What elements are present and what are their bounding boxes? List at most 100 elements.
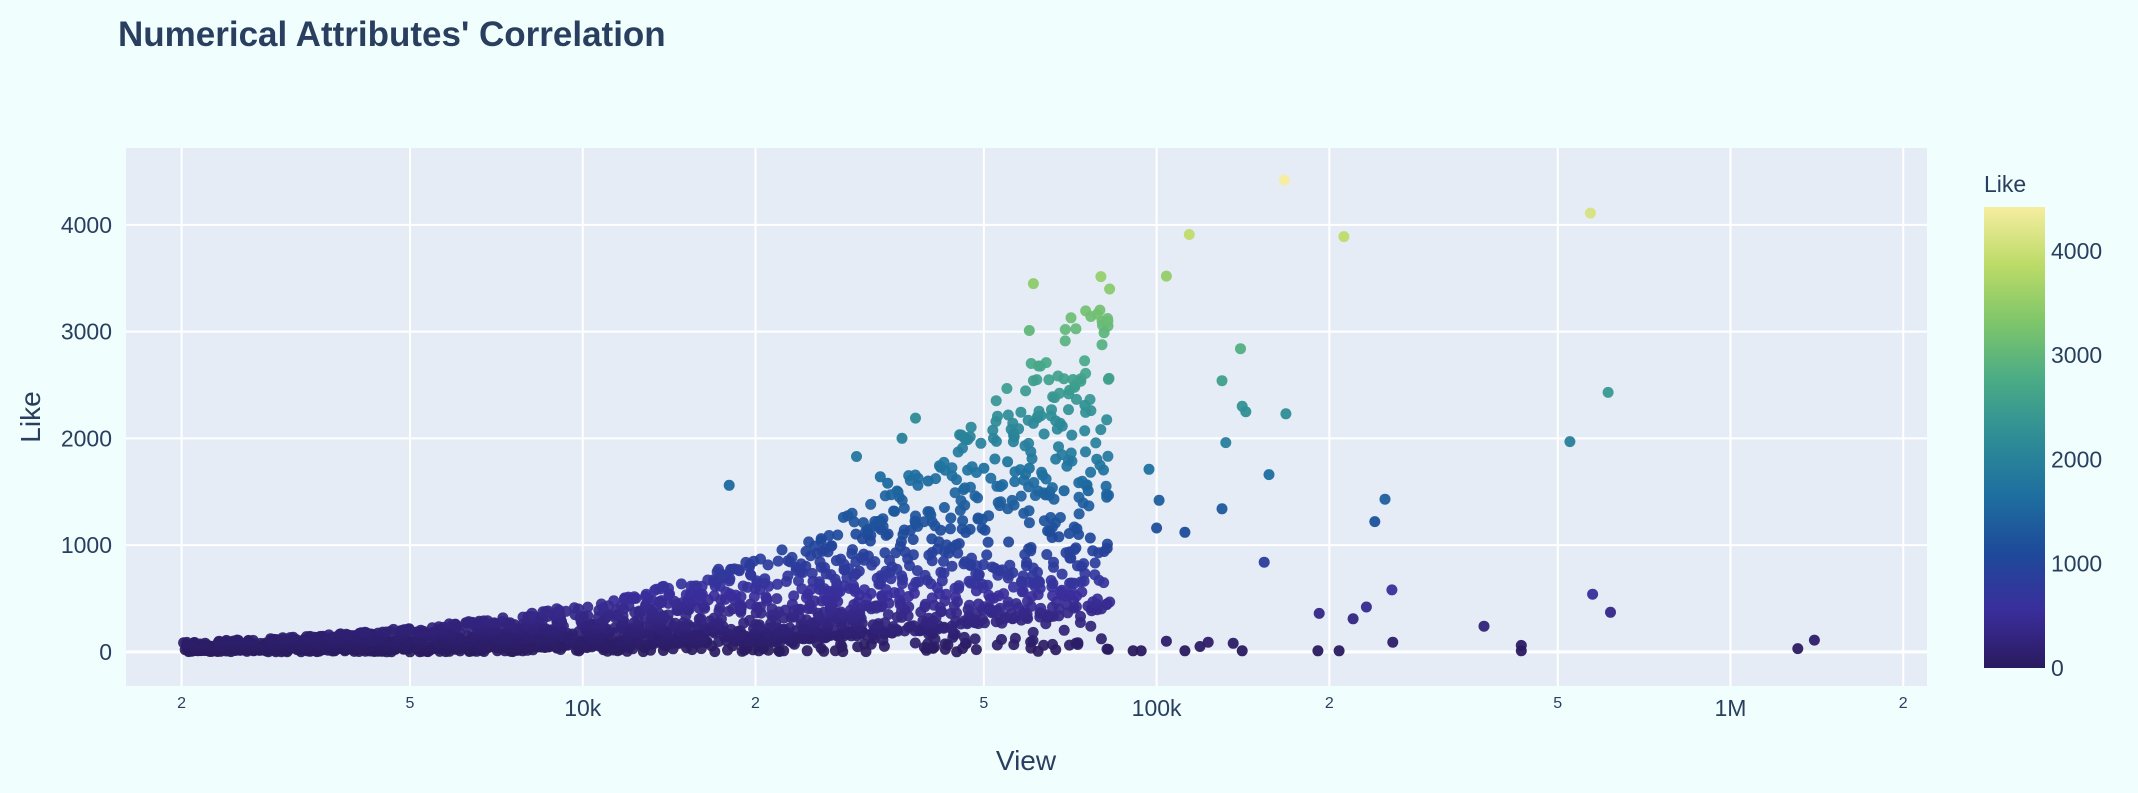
data-point	[803, 536, 815, 548]
data-point	[888, 505, 900, 517]
data-point	[1258, 556, 1270, 568]
data-point	[773, 645, 785, 657]
data-point	[1202, 636, 1214, 648]
data-point	[220, 634, 232, 646]
data-point	[1027, 626, 1039, 638]
data-point	[1017, 570, 1029, 582]
data-point	[1602, 386, 1614, 398]
data-point	[987, 424, 999, 436]
data-point	[662, 609, 674, 621]
data-point	[966, 461, 978, 473]
data-point	[595, 598, 607, 610]
data-point	[1094, 304, 1106, 316]
x-minor-tick-label: 5	[406, 695, 415, 712]
data-point	[964, 431, 976, 443]
data-point	[966, 552, 977, 564]
data-point	[800, 545, 812, 557]
data-point	[1143, 463, 1155, 475]
data-point	[788, 590, 800, 602]
data-point	[978, 462, 990, 474]
data-point	[1046, 404, 1057, 416]
data-point	[658, 580, 670, 592]
data-point	[998, 588, 1010, 600]
data-point	[946, 462, 958, 474]
data-point	[949, 487, 961, 499]
data-point	[695, 612, 707, 624]
data-point	[910, 412, 921, 424]
colorbar-title: Like	[1984, 171, 2026, 197]
data-point	[1160, 270, 1172, 282]
data-point	[1584, 207, 1596, 219]
data-point	[1067, 374, 1079, 385]
data-point	[265, 633, 277, 645]
data-point	[1338, 231, 1350, 243]
data-point	[907, 534, 919, 545]
data-point	[729, 563, 741, 575]
data-point	[963, 575, 975, 587]
data-point	[1027, 635, 1039, 646]
data-point	[1100, 480, 1112, 492]
chart-title: Numerical Attributes' Correlation	[118, 15, 666, 54]
data-point	[832, 529, 844, 541]
data-point	[388, 623, 399, 635]
data-point	[199, 637, 211, 649]
data-point	[403, 623, 415, 635]
data-point	[918, 516, 930, 528]
data-point	[675, 578, 687, 590]
data-point	[970, 644, 982, 656]
data-point	[1478, 620, 1490, 632]
data-point	[304, 630, 316, 642]
data-point	[954, 429, 966, 441]
data-point	[1009, 476, 1021, 488]
data-point	[1059, 324, 1071, 335]
data-point	[1076, 475, 1088, 487]
data-point	[1008, 581, 1019, 593]
data-point	[1065, 577, 1077, 589]
data-point	[1023, 505, 1035, 517]
data-point	[1236, 645, 1248, 657]
data-point	[1015, 490, 1027, 502]
data-point	[708, 590, 720, 602]
y-tick-label: 1000	[61, 532, 112, 558]
data-point	[826, 540, 838, 552]
data-point	[1135, 645, 1147, 657]
data-point	[1015, 406, 1027, 418]
data-point	[909, 637, 921, 649]
data-point	[806, 567, 818, 579]
colorbar: Like 0 1000 2000 3000 4000	[1984, 171, 2102, 681]
data-point	[989, 453, 1001, 465]
x-minor-tick-label: 2	[751, 695, 760, 712]
data-point	[1040, 357, 1052, 369]
data-point	[793, 575, 804, 587]
data-point	[1104, 283, 1116, 295]
data-point	[909, 469, 921, 481]
data-point	[874, 471, 886, 483]
data-point	[1056, 584, 1068, 596]
data-point	[771, 593, 783, 605]
data-point	[640, 588, 652, 600]
data-point	[1216, 375, 1228, 387]
data-point	[1073, 508, 1085, 520]
data-point	[1280, 408, 1292, 420]
data-point	[1369, 516, 1381, 528]
data-point	[1025, 358, 1037, 369]
x-minor-tick-label: 2	[1899, 695, 1908, 712]
data-point	[938, 555, 949, 567]
y-tick-label: 0	[99, 639, 112, 665]
data-point	[963, 599, 975, 611]
data-point	[848, 580, 859, 592]
colorbar-tick-label: 1000	[2051, 551, 2102, 577]
data-point	[713, 563, 724, 575]
data-point	[1379, 493, 1391, 505]
data-point	[1179, 526, 1191, 538]
data-point	[247, 634, 259, 646]
data-point	[1080, 367, 1092, 379]
data-point	[882, 477, 894, 489]
data-point	[1017, 585, 1029, 597]
data-point	[857, 517, 869, 529]
data-point	[794, 603, 806, 615]
data-point	[1039, 489, 1051, 501]
data-point	[795, 558, 807, 570]
data-point	[1056, 568, 1068, 580]
